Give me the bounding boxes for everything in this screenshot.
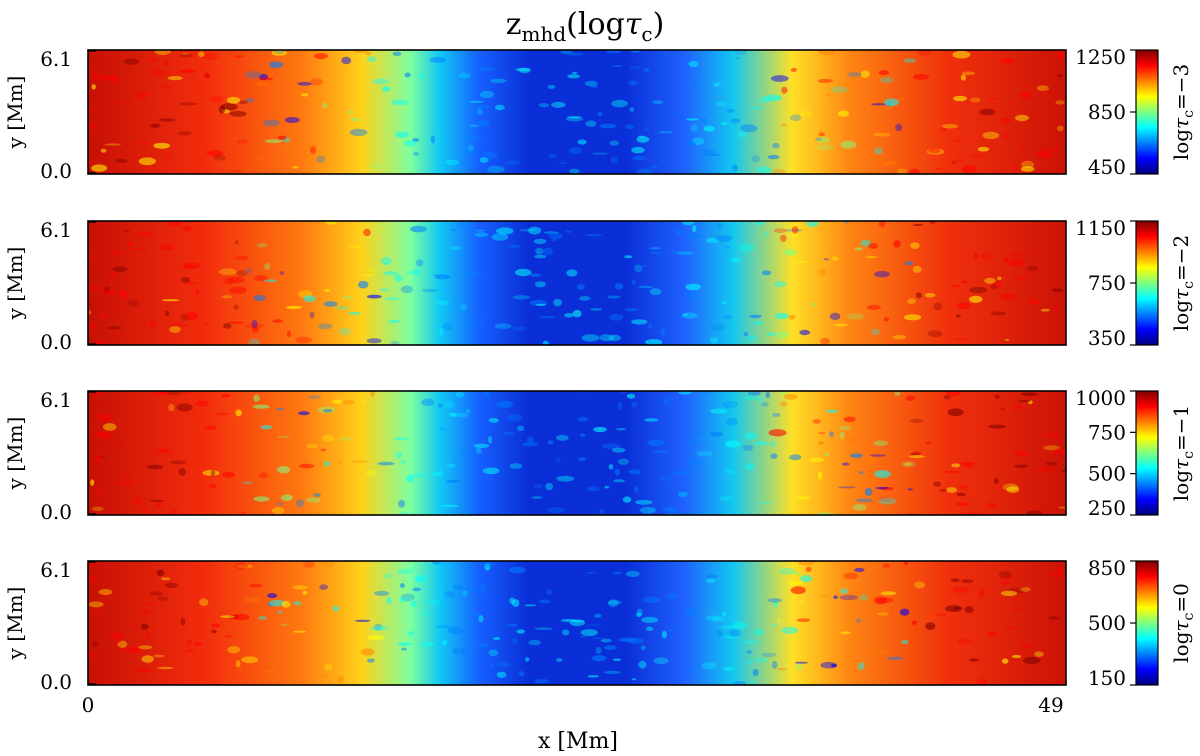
heatmap-texture <box>88 50 1066 174</box>
heatmap-texture <box>88 391 1066 515</box>
y-tick-label: 6.1 <box>40 218 72 242</box>
heatmap-panel: 6.1 0.0 y [Mm] 850 500 150 logτc=0 <box>3 556 1197 694</box>
colorbar-label: logτc=−2 <box>1169 235 1197 331</box>
y-tick-label: 6.1 <box>40 47 72 71</box>
colorbar-label: logτc=−1 <box>1169 405 1197 501</box>
x-tick-end: 49 <box>1038 693 1063 717</box>
colorbar-label: logτc=0 <box>1169 583 1197 663</box>
colorbar-tick-label: 1250 <box>1075 45 1126 69</box>
colorbar-tick-label: 350 <box>1088 326 1126 350</box>
y-tick-label: 0.0 <box>40 500 72 524</box>
y-tick-label: 6.1 <box>40 388 72 412</box>
heatmap-texture <box>88 221 1066 345</box>
heatmap-field <box>88 50 1066 174</box>
heatmap-texture <box>88 561 1065 685</box>
heatmap-panel: 6.1 0.0 y [Mm] 1000 750 500 250 logτc=−1 <box>3 386 1197 524</box>
colorbar-bar <box>1135 390 1159 516</box>
x-axis-label: x [Mm] <box>538 729 618 754</box>
title-sub: mhd <box>522 22 567 46</box>
colorbar-bar <box>1135 560 1159 686</box>
colorbar-tick-label: 450 <box>1088 155 1126 179</box>
colorbar-tick-label: 850 <box>1088 556 1126 580</box>
y-axis-label: y [Mm] <box>3 247 27 321</box>
colorbar: 1150 750 350 logτc=−2 <box>1075 216 1197 350</box>
colorbar-tick-label: 750 <box>1088 420 1126 444</box>
colorbar-tick-label: 500 <box>1088 462 1126 486</box>
y-tick-label: 0.0 <box>40 159 72 183</box>
title-tau-sub: c <box>641 22 652 46</box>
colorbar: 1250 850 450 logτc=−3 <box>1075 45 1197 179</box>
heatmap-frame <box>87 390 1067 516</box>
colorbar-tick-label: 850 <box>1088 100 1126 124</box>
colorbar-bar <box>1135 220 1159 346</box>
heatmap-frame <box>87 560 1067 686</box>
colorbar-tick-label: 1150 <box>1075 216 1126 240</box>
chart-title: zmhd(logτc) <box>506 7 665 46</box>
colorbar-label: logτc=−3 <box>1169 64 1197 160</box>
colorbar: 850 500 150 logτc=0 <box>1088 556 1197 690</box>
heatmap-field <box>88 561 1066 685</box>
y-tick-label: 0.0 <box>40 330 72 354</box>
title-paren-close: ) <box>653 7 665 42</box>
colorbar-tick-label: 150 <box>1088 666 1126 690</box>
colorbar-tick-label: 500 <box>1088 611 1126 635</box>
y-axis-label: y [Mm] <box>3 587 27 661</box>
y-tick-label: 0.0 <box>40 670 72 694</box>
title-base: z <box>506 7 522 42</box>
colorbar: 1000 750 500 250 logτc=−1 <box>1075 386 1197 520</box>
y-axis-label: y [Mm] <box>3 76 27 150</box>
heatmap-frame <box>87 49 1067 175</box>
colorbar-tick-label: 1000 <box>1075 386 1126 410</box>
colorbar-tick-label: 250 <box>1088 496 1126 520</box>
svg-text:zmhd(logτc): zmhd(logτc) <box>506 7 665 46</box>
colorbar-bar <box>1135 49 1159 175</box>
heatmap-panel: 6.1 0.0 y [Mm] 1250 850 450 logτc=−3 <box>3 45 1197 183</box>
heatmap-field <box>88 391 1066 515</box>
heatmap-panel: 6.1 0.0 y [Mm] 1150 750 350 logτc=−2 <box>3 216 1197 354</box>
y-tick-label: 6.1 <box>40 558 72 582</box>
title-tau: τ <box>625 7 642 42</box>
heatmap-frame <box>87 220 1067 346</box>
y-axis-label: y [Mm] <box>3 417 27 491</box>
x-tick-start: 0 <box>82 693 95 717</box>
colorbar-tick-label: 750 <box>1088 271 1126 295</box>
heatmap-field <box>88 221 1066 345</box>
title-paren-open: (log <box>566 7 625 42</box>
